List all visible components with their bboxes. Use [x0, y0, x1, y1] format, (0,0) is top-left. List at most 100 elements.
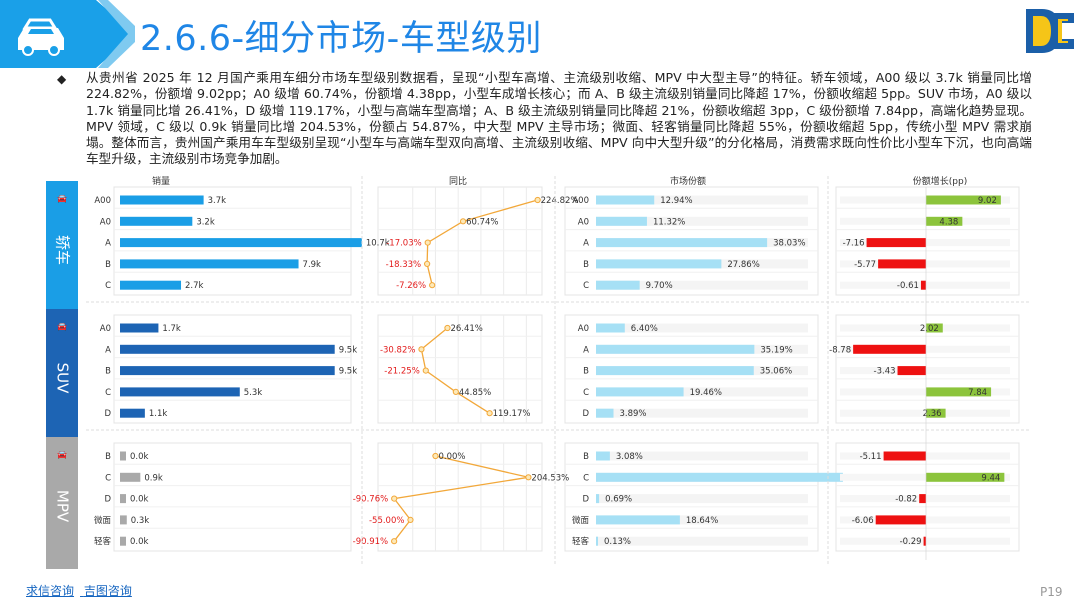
segment-label: 轿车 [54, 235, 72, 265]
sales-bar [120, 515, 127, 525]
yoy-label: -90.76% [353, 495, 388, 505]
category-label: A0 [100, 324, 111, 334]
category-label: D [104, 495, 111, 505]
share-track [596, 536, 808, 546]
share-change-bar [926, 216, 963, 226]
yoy-point [432, 452, 439, 460]
share-change-label: 9.02 [978, 196, 997, 206]
yoy-point [391, 495, 398, 502]
car-icon [18, 18, 64, 56]
sales-label: 0.0k [130, 537, 149, 547]
yoy-label: -17.03% [386, 239, 421, 249]
sales-label: 0.0k [130, 452, 149, 462]
category-label: C [583, 388, 589, 398]
category-label: B [105, 452, 111, 462]
category-label: A0 [100, 217, 111, 227]
panel-frame [564, 186, 819, 296]
sales-label: 1.1k [149, 409, 168, 419]
sales-bar [120, 280, 182, 290]
category-label: 微面 [572, 515, 590, 526]
panel-frame [113, 314, 352, 424]
share-label: 35.19% [760, 345, 792, 355]
segment-label-bar [46, 437, 78, 569]
category-label: C [583, 473, 589, 483]
share-change-label: -0.29 [900, 537, 922, 547]
sales-label: 2.7k [185, 281, 204, 291]
yoy-label: -90.91% [353, 537, 388, 547]
sales-bar [120, 366, 335, 376]
category-label: A0 [578, 217, 589, 227]
sales-bar [120, 195, 204, 205]
sales-bar [120, 238, 362, 248]
category-label: D [582, 409, 589, 419]
share-label: 35.06% [760, 367, 792, 377]
yoy-point [424, 239, 431, 246]
yoy-label: -21.25% [384, 367, 419, 377]
yoy-label: 60.74% [466, 217, 498, 227]
share-change-label: 2.36 [923, 409, 942, 419]
sales-label: 5.3k [244, 388, 263, 398]
category-label: B [583, 452, 589, 462]
share-bar [596, 195, 655, 205]
yoy-label: 119.17% [493, 409, 531, 419]
share-bar [596, 472, 843, 482]
share-change-bar [926, 323, 943, 333]
yoy-label: 0.00% [438, 452, 465, 462]
share-change-bar [923, 536, 926, 546]
panel-frame [564, 314, 819, 424]
category-label: A [583, 345, 589, 355]
share-label: 18.64% [686, 516, 718, 526]
share-change-bar [919, 494, 926, 504]
footer-link-2[interactable]: 吉图咨询 [83, 584, 132, 598]
yoy-label: -7.26% [396, 281, 426, 291]
share-change-bar [926, 195, 1001, 205]
category-label: 轻客 [572, 536, 590, 547]
yoy-label: -55.00% [369, 516, 404, 526]
sales-bar [120, 216, 193, 226]
intro-paragraph: 从贵州省 2025 年 12 月国产乘用车细分市场车型级别数据看，呈现“小型车高… [86, 70, 1032, 167]
share-bar [596, 515, 680, 525]
page-title: 2.6.6-细分市场-车型级别 [140, 19, 542, 59]
share-change-bar [875, 515, 926, 525]
segment-label: MPV [54, 490, 72, 523]
share-track [596, 323, 808, 333]
share-label: 11.32% [653, 217, 685, 227]
category-label: B [583, 367, 589, 377]
yoy-label: 44.85% [459, 388, 491, 398]
category-label: B [583, 260, 589, 270]
column-title: 市场份额 [670, 175, 706, 187]
footer-link-1[interactable]: 求信咨询 [26, 584, 75, 598]
panel-frame [377, 186, 543, 296]
share-bar [596, 323, 625, 333]
category-label: C [105, 281, 111, 291]
change-track [840, 217, 1010, 225]
panel-frame [835, 186, 1020, 296]
share-label: 6.40% [631, 324, 658, 334]
share-change-bar [926, 387, 992, 397]
panel-frame [835, 314, 1020, 424]
segment-label-bar [46, 309, 78, 441]
share-track [596, 494, 808, 504]
sales-label: 0.3k [131, 516, 150, 526]
share-track [596, 451, 808, 461]
share-change-bar [920, 280, 926, 290]
sales-bar [120, 387, 240, 397]
panel-frame [377, 442, 543, 552]
share-change-bar [897, 366, 926, 376]
sales-bar [120, 323, 159, 333]
share-label: 3.89% [620, 409, 647, 419]
sales-label: 1.7k [162, 324, 181, 334]
share-bar [596, 216, 647, 226]
yoy-point [534, 196, 541, 204]
category-label: A [105, 239, 111, 249]
panel-frame [835, 442, 1020, 552]
share-label: 0.69% [605, 495, 632, 505]
yoy-label: -30.82% [380, 345, 415, 355]
share-label: 12.94% [660, 196, 692, 206]
share-track [596, 515, 808, 525]
share-track [596, 387, 808, 397]
yoy-point [424, 260, 431, 267]
sales-label: 7.9k [303, 260, 322, 270]
segment-label: SUV [54, 363, 72, 395]
category-label: 微面 [94, 515, 112, 526]
